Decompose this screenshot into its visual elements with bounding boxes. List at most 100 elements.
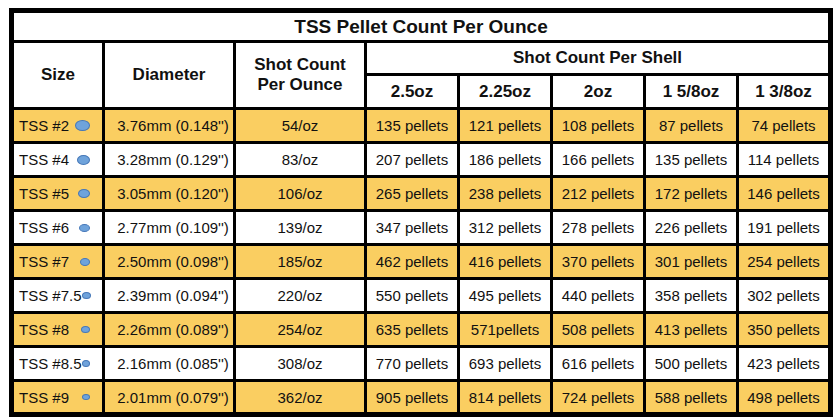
diameter-cell: 2.77mm (0.109'')	[104, 211, 235, 245]
size-cell: TSS #2	[12, 109, 104, 143]
shell-count-cell: 358 pellets	[645, 279, 738, 313]
size-label: TSS #4	[19, 151, 69, 168]
per-ounce-line2: Per Ounce	[236, 75, 364, 95]
shell-count-cell: 588 pellets	[645, 381, 738, 415]
size-cell: TSS #9	[12, 381, 104, 415]
size-cell: TSS #6	[12, 211, 104, 245]
column-header-diameter: Diameter	[104, 42, 235, 109]
per-ounce-cell: 220/oz	[235, 279, 366, 313]
column-header-shell-1-3-8oz: 1 3/8oz	[738, 75, 831, 109]
pellet-icon	[77, 155, 90, 165]
shell-count-cell: 166 pellets	[552, 143, 645, 177]
shell-count-cell: 302 pellets	[738, 279, 831, 313]
diameter-cell: 2.50mm (0.098'')	[104, 245, 235, 279]
table-body: TSS #2 3.76mm (0.148'')54/oz 135 pellets 12…	[12, 109, 831, 415]
per-ounce-cell: 308/oz	[235, 347, 366, 381]
shell-count-cell: 905 pellets	[366, 381, 459, 415]
pellet-icon	[75, 120, 90, 131]
column-header-shell-2-25oz: 2.25oz	[459, 75, 552, 109]
table-row: TSS #6 2.77mm (0.109'')139/oz347 pellets3…	[12, 211, 831, 245]
shell-count-cell: 186 pellets	[459, 143, 552, 177]
shell-count-cell: 87 pellets	[645, 109, 738, 143]
shell-count-cell: 146 pellets	[738, 177, 831, 211]
table-row: TSS #53.05mm (0.120'')106/oz265 pellets2…	[12, 177, 831, 211]
shell-count-cell: 74 pellets	[738, 109, 831, 143]
shell-count-cell: 212 pellets	[552, 177, 645, 211]
pellet-icon	[79, 224, 90, 232]
shell-count-cell: 693 pellets	[459, 347, 552, 381]
column-group-per-shell: Shot Count Per Shell	[366, 42, 831, 75]
column-header-per-ounce: Shot Count Per Ounce	[235, 42, 366, 109]
size-label: TSS #9	[19, 389, 69, 406]
shell-count-cell: 423 pellets	[738, 347, 831, 381]
per-ounce-cell: 54/oz	[235, 109, 366, 143]
shell-count-cell: 413 pellets	[645, 313, 738, 347]
size-cell: TSS #8	[12, 313, 104, 347]
table-row: TSS #23.76mm (0.148'')54/oz135 pellets12…	[12, 109, 831, 143]
shell-count-cell: 347 pellets	[366, 211, 459, 245]
shell-count-cell: 226 pellets	[645, 211, 738, 245]
shell-count-cell: 571pellets	[459, 313, 552, 347]
table-row: TSS #82.26mm (0.089'')254/oz635 pellets5…	[12, 313, 831, 347]
per-ounce-cell: 185/oz	[235, 245, 366, 279]
shell-count-cell: 498 pellets	[738, 381, 831, 415]
diameter-cell: 2.39mm (0.094'')	[104, 279, 235, 313]
pellet-icon	[82, 292, 91, 299]
column-header-shell-2oz: 2oz	[552, 75, 645, 109]
shell-count-cell: 770 pellets	[366, 347, 459, 381]
column-header-shell-2-5oz: 2.5oz	[366, 75, 459, 109]
shell-count-cell: 135 pellets	[645, 143, 738, 177]
size-cell: TSS #4	[12, 143, 104, 177]
diameter-cell: 3.76mm (0.148'')	[104, 109, 235, 143]
per-ounce-line1: Shot Count	[236, 55, 364, 75]
shell-count-cell: 350 pellets	[738, 313, 831, 347]
size-label: TSS #2	[19, 117, 69, 134]
per-ounce-cell: 254/oz	[235, 313, 366, 347]
shell-count-cell: 114 pellets	[738, 143, 831, 177]
pellet-icon	[81, 326, 90, 333]
diameter-cell: 2.01mm (0.079'')	[104, 381, 235, 415]
shell-count-cell: 121 pellets	[459, 109, 552, 143]
shell-count-cell: 108 pellets	[552, 109, 645, 143]
shell-count-cell: 495 pellets	[459, 279, 552, 313]
pellet-icon	[82, 394, 90, 400]
shell-count-cell: 814 pellets	[459, 381, 552, 415]
pellet-icon	[80, 258, 90, 266]
table-title: TSS Pellet Count Per Ounce	[12, 11, 831, 42]
per-ounce-cell: 362/oz	[235, 381, 366, 415]
size-cell: TSS #8.5	[12, 347, 104, 381]
shell-count-cell: 278 pellets	[552, 211, 645, 245]
shell-count-cell: 440 pellets	[552, 279, 645, 313]
size-cell: TSS #5	[12, 177, 104, 211]
shell-count-cell: 301 pellets	[645, 245, 738, 279]
shell-count-cell: 312 pellets	[459, 211, 552, 245]
shell-count-cell: 500 pellets	[645, 347, 738, 381]
table-header: TSS Pellet Count Per Ounce Size Diameter…	[12, 11, 831, 109]
per-ounce-cell: 83/oz	[235, 143, 366, 177]
tss-pellet-table: TSS Pellet Count Per Ounce Size Diameter…	[9, 8, 833, 417]
size-cell: TSS #7	[12, 245, 104, 279]
shell-count-cell: 254 pellets	[738, 245, 831, 279]
size-label: TSS #8	[19, 321, 69, 338]
shell-count-cell: 416 pellets	[459, 245, 552, 279]
shell-count-cell: 191 pellets	[738, 211, 831, 245]
shell-count-cell: 172 pellets	[645, 177, 738, 211]
size-cell: TSS #7.5	[12, 279, 104, 313]
size-label: TSS #7.5	[19, 287, 82, 304]
table-row: TSS #9 2.01mm (0.079'')362/oz905 pellets8…	[12, 381, 831, 415]
diameter-cell: 2.26mm (0.089'')	[104, 313, 235, 347]
shell-count-cell: 207 pellets	[366, 143, 459, 177]
size-label: TSS #5	[19, 185, 69, 202]
per-ounce-cell: 139/oz	[235, 211, 366, 245]
column-header-shell-1-5-8oz: 1 5/8oz	[645, 75, 738, 109]
per-ounce-cell: 106/oz	[235, 177, 366, 211]
size-label: TSS #6	[19, 219, 69, 236]
diameter-cell: 3.28mm (0.129'')	[104, 143, 235, 177]
pellet-icon	[78, 189, 90, 198]
diameter-cell: 3.05mm (0.120'')	[104, 177, 235, 211]
table-row: TSS #4 3.28mm (0.129'')83/oz207 pellets18…	[12, 143, 831, 177]
shell-count-cell: 550 pellets	[366, 279, 459, 313]
table-row: TSS #7.5 2.39mm (0.094'')220/oz550 pellet…	[12, 279, 831, 313]
shell-count-cell: 462 pellets	[366, 245, 459, 279]
pellet-icon	[82, 360, 90, 367]
